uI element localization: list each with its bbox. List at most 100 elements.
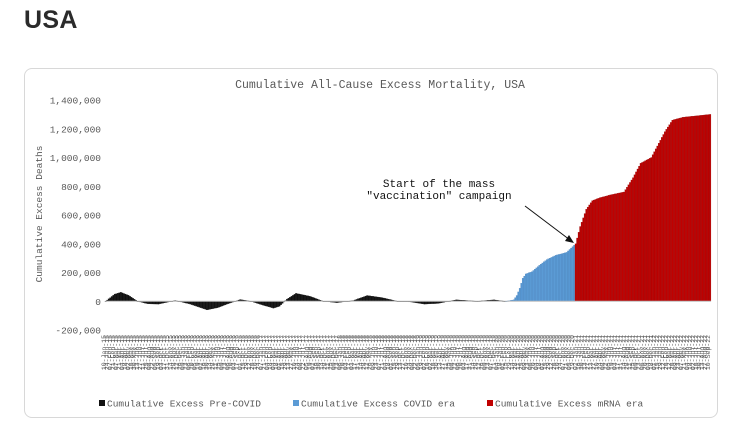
bar: [119, 292, 122, 302]
x-tick-label: 29-Feb-20: [506, 335, 513, 370]
x-tick-label: 09-May-20: [521, 335, 528, 370]
x-tick-label: 09-Apr-22: [672, 335, 679, 370]
bar: [608, 195, 610, 302]
x-tick-label: 06-Jan-18: [337, 335, 344, 370]
y-tick-label: 1,000,000: [50, 153, 102, 164]
bar: [289, 297, 291, 302]
x-tick-label: 17-Aug-19: [463, 335, 470, 370]
bar: [651, 154, 654, 302]
bar: [514, 297, 517, 302]
bar: [364, 295, 367, 302]
x-tick-label: 28-Apr-18: [361, 335, 368, 370]
x-tick-label: 24-Jan-15: [104, 335, 111, 370]
x-tick-label: 02-Jan-21: [572, 335, 579, 370]
x-tick-label: 07-Jul-18: [376, 335, 383, 370]
bar: [653, 151, 656, 302]
x-tick-label: 16-Sep-17: [312, 335, 319, 370]
bar: [667, 126, 669, 302]
x-tick-label: 22-Jul-17: [300, 335, 307, 370]
x-tick-label: 28-Sep-19: [473, 335, 480, 370]
bar: [313, 297, 316, 302]
annotation-line-2: "vaccination" campaign: [366, 191, 511, 203]
x-tick-label: 12-Dec-15: [173, 335, 180, 370]
bar: [614, 193, 616, 302]
x-tick-label: 03-Sep-16: [231, 335, 238, 370]
bar: [534, 269, 536, 302]
bar: [195, 301, 198, 307]
x-tick-label: 04-Feb-17: [264, 335, 271, 370]
x-tick-label: 16-Apr-16: [201, 335, 208, 370]
y-tick-label: 1,400,000: [50, 96, 102, 107]
x-tick-label: 06-Jun-20: [527, 335, 534, 370]
y-tick-label: 0: [95, 297, 101, 308]
x-tick-label: 10-Nov-18: [403, 335, 410, 370]
x-tick-label: 15-Jan-22: [654, 335, 661, 370]
bar: [109, 297, 112, 302]
bar: [685, 116, 687, 302]
x-tick-label: 20-Jun-20: [530, 335, 537, 370]
bar: [644, 160, 647, 302]
bar: [531, 271, 533, 302]
x-tick-label: 24-Dec-16: [255, 335, 262, 370]
bar: [664, 131, 666, 302]
bar: [546, 259, 548, 302]
x-tick-label: 21-Mar-15: [116, 335, 123, 370]
chart-bars: [104, 114, 712, 311]
bar: [367, 295, 370, 302]
x-tick-label: 26-Oct-19: [479, 335, 486, 370]
bar: [588, 204, 591, 302]
x-tick-label: 15-Sep-18: [391, 335, 398, 370]
x-tick-label: 22-Dec-18: [412, 335, 419, 370]
bar: [671, 120, 674, 302]
bar: [206, 301, 208, 311]
bar: [657, 143, 660, 302]
y-tick-label: 400,000: [61, 239, 101, 250]
x-tick-label: 21-Nov-20: [563, 335, 570, 370]
x-tick-label: 11-Jul-15: [140, 335, 147, 370]
x-tick-label: 23-Jul-16: [222, 335, 229, 370]
bar: [670, 122, 672, 302]
x-tick-label: 01-Feb-20: [500, 335, 507, 370]
bar: [621, 192, 624, 302]
bar: [292, 295, 294, 302]
x-tick-label: 30-Jan-21: [578, 335, 585, 370]
x-tick-label: 14-Sep-19: [469, 335, 476, 370]
x-tick-label: 12-Nov-16: [246, 335, 253, 370]
bar: [274, 301, 276, 308]
x-tick-label: 09-Dec-17: [330, 335, 337, 370]
y-tick-label: 800,000: [61, 182, 101, 193]
bar: [580, 222, 583, 302]
bar: [673, 119, 675, 302]
bar: [523, 275, 526, 302]
bar: [200, 301, 202, 308]
bar: [369, 295, 372, 302]
bar: [218, 301, 220, 308]
x-tick-label: 23-May-20: [524, 335, 531, 370]
x-tick-label: 22-Jun-19: [451, 335, 458, 370]
chart-card: Cumulative All-Cause Excess Mortality, U…: [24, 68, 718, 418]
x-tick-label: 21-May-22: [681, 335, 688, 370]
bar: [612, 194, 615, 302]
y-tick-label: -200,000: [55, 326, 101, 337]
bar: [215, 301, 217, 309]
x-tick-label: 29-Jan-22: [657, 335, 664, 370]
bar: [540, 264, 542, 302]
legend-label: Cumulative Excess COVID era: [301, 399, 455, 410]
x-tick-label: 10-Apr-21: [593, 335, 600, 370]
bar: [544, 260, 547, 302]
bar: [518, 288, 521, 302]
bar: [597, 198, 600, 302]
x-tick-label: 07-May-22: [678, 335, 685, 370]
x-tick-label: 19-Jan-19: [418, 335, 425, 370]
bar: [620, 192, 622, 302]
x-tick-label: 31-Jul-21: [618, 335, 625, 370]
x-tick-label: 17-Feb-18: [346, 335, 353, 370]
bar: [290, 296, 293, 302]
x-tick-label: 24-Nov-18: [406, 335, 413, 370]
bar: [709, 114, 712, 302]
bar: [600, 197, 603, 302]
bar: [295, 293, 297, 302]
x-tick-label: 18-Apr-15: [122, 335, 129, 370]
x-tick-label: 16-Mar-19: [430, 335, 437, 370]
x-tick-label: 08-Aug-15: [146, 335, 153, 370]
